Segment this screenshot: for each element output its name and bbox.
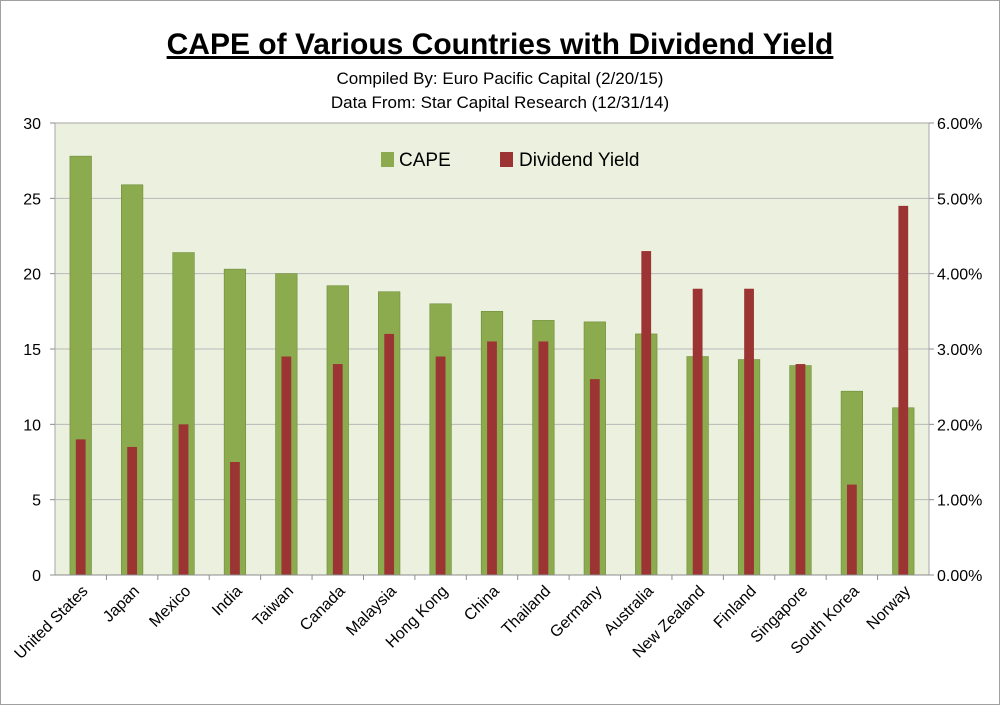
x-tick-label: China	[461, 583, 503, 625]
y-tick-label: 10	[23, 417, 41, 434]
x-tick-label: Canada	[297, 583, 349, 635]
right-axis: 0.00% 1.00% 2.00% 3.00% 4.00% 5.00% 6.00%	[929, 116, 982, 585]
dividend-bar	[692, 288, 703, 575]
dividend-bar	[230, 462, 240, 575]
x-tick-label: Norway	[864, 583, 914, 633]
dividend-bar	[75, 439, 86, 575]
chart-subtitle-data-source: Data From: Star Capital Research (12/31/…	[330, 93, 670, 112]
y2-tick-label: 5.00%	[937, 191, 982, 208]
y2-tick-label: 0.00%	[937, 568, 982, 585]
dividend-bar	[281, 356, 292, 575]
x-tick-label: Germany	[547, 583, 606, 642]
x-tick-label: Japan	[100, 583, 143, 626]
category-axis: United States Japan Mexico India Taiwan Canad…	[12, 574, 929, 663]
y-tick-label: 5	[32, 493, 41, 510]
x-tick-label: Taiwan	[250, 583, 297, 630]
left-axis: 0 5 10 15 20 25 30	[23, 116, 55, 585]
dividend-bar	[384, 333, 395, 575]
y2-tick-label: 2.00%	[937, 417, 982, 434]
chart-subtitle-compiled-by: Compiled By: Euro Pacific Capital (2/20/…	[336, 69, 664, 88]
dividend-bar	[641, 251, 652, 576]
legend-cape-swatch	[381, 152, 394, 167]
dividend-bar	[178, 424, 189, 575]
x-tick-label: United States	[12, 583, 92, 663]
y2-tick-label: 6.00%	[937, 116, 982, 133]
x-tick-label: Finland	[711, 583, 760, 632]
y2-tick-label: 1.00%	[937, 493, 982, 510]
dividend-bar	[487, 341, 497, 575]
legend: CAPE Dividend Yield	[381, 150, 639, 171]
legend-dividend-label: Dividend Yield	[519, 150, 639, 171]
dividend-bar	[538, 341, 549, 575]
y-tick-label: 20	[23, 267, 41, 284]
y2-tick-label: 3.00%	[937, 342, 982, 359]
y2-tick-label: 4.00%	[937, 267, 982, 284]
dividend-bar	[589, 379, 600, 575]
chart-title: CAPE of Various Countries with Dividend …	[166, 28, 834, 61]
dividend-bar	[127, 446, 138, 575]
y-tick-label: 0	[32, 568, 41, 585]
legend-cape-label: CAPE	[399, 150, 451, 171]
dividend-bar	[332, 364, 343, 575]
x-tick-label: India	[209, 583, 246, 620]
y-tick-label: 15	[23, 342, 41, 359]
legend-dividend-swatch	[500, 152, 513, 167]
dividend-bar	[795, 364, 806, 575]
x-tick-label: Thailand	[499, 583, 554, 638]
dividend-bar	[846, 484, 857, 575]
x-tick-label: Mexico	[146, 583, 194, 631]
y-tick-label: 25	[23, 191, 41, 208]
dividend-bar	[744, 288, 754, 575]
y-tick-label: 30	[23, 116, 41, 133]
dividend-bar	[435, 356, 446, 575]
dividend-bar	[898, 205, 909, 575]
